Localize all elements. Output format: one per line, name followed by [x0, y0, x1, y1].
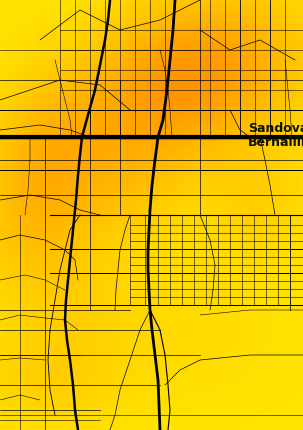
Text: Sandoval: Sandoval: [248, 122, 303, 135]
Text: Bernalillo: Bernalillo: [248, 136, 303, 150]
